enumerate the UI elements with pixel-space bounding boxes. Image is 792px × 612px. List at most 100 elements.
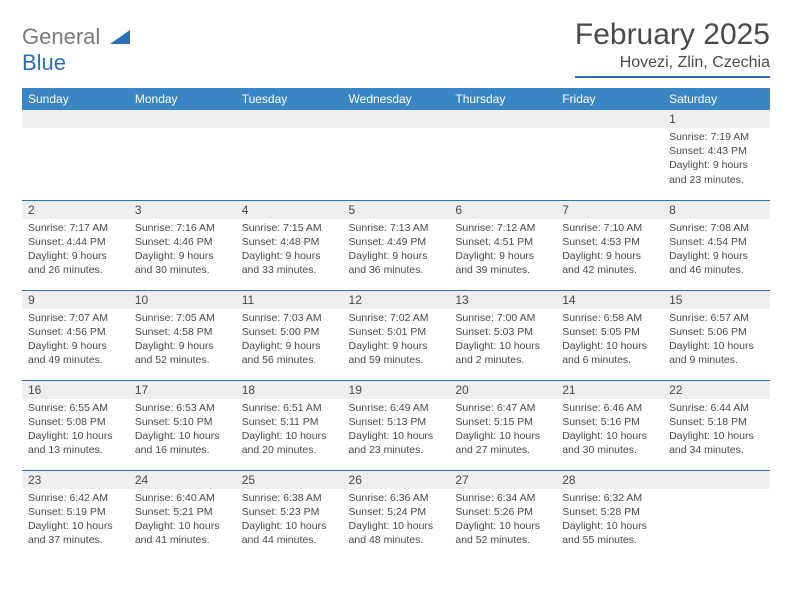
day-content: Sunrise: 7:00 AMSunset: 5:03 PMDaylight:… — [449, 309, 556, 372]
day-number: 9 — [22, 291, 129, 309]
calendar-day-cell: 18Sunrise: 6:51 AMSunset: 5:11 PMDayligh… — [236, 380, 343, 470]
sunrise-value: 7:17 AM — [69, 222, 108, 234]
daylight-label: Daylight: — [28, 520, 72, 532]
calendar-day-cell: 15Sunrise: 6:57 AMSunset: 5:06 PMDayligh… — [663, 290, 770, 380]
sunrise-value: 7:08 AM — [711, 222, 750, 234]
sunset-label: Sunset: — [455, 326, 494, 338]
daylight-label: Daylight: — [349, 250, 393, 262]
calendar-day-cell: 12Sunrise: 7:02 AMSunset: 5:01 PMDayligh… — [343, 290, 450, 380]
sunrise-value: 6:46 AM — [604, 402, 643, 414]
daylight-label: Daylight: — [28, 430, 72, 442]
sunset-label: Sunset: — [562, 326, 601, 338]
sunset-value: 5:00 PM — [280, 326, 319, 338]
weekday-header: Tuesday — [236, 88, 343, 110]
sunrise-value: 6:34 AM — [497, 492, 536, 504]
day-content: Sunrise: 7:12 AMSunset: 4:51 PMDaylight:… — [449, 219, 556, 282]
sunrise-label: Sunrise: — [28, 492, 69, 504]
sunset-value: 4:53 PM — [601, 236, 640, 248]
sunset-label: Sunset: — [669, 416, 708, 428]
sunrise-value: 7:19 AM — [711, 131, 750, 143]
day-number: 2 — [22, 201, 129, 219]
sunrise-label: Sunrise: — [349, 492, 390, 504]
calendar-day-cell: 26Sunrise: 6:36 AMSunset: 5:24 PMDayligh… — [343, 470, 450, 560]
sunset-value: 4:44 PM — [67, 236, 106, 248]
sunset-value: 5:01 PM — [387, 326, 426, 338]
day-number: 8 — [663, 201, 770, 219]
day-content: Sunrise: 6:38 AMSunset: 5:23 PMDaylight:… — [236, 489, 343, 552]
sunset-value: 5:03 PM — [494, 326, 533, 338]
sunrise-value: 6:40 AM — [176, 492, 215, 504]
day-content: Sunrise: 6:51 AMSunset: 5:11 PMDaylight:… — [236, 399, 343, 462]
sunrise-label: Sunrise: — [349, 312, 390, 324]
sunset-label: Sunset: — [669, 236, 708, 248]
daylight-label: Daylight: — [669, 250, 713, 262]
sunrise-label: Sunrise: — [669, 222, 710, 234]
calendar-day-cell: 2Sunrise: 7:17 AMSunset: 4:44 PMDaylight… — [22, 200, 129, 290]
weekday-header: Wednesday — [343, 88, 450, 110]
sunrise-label: Sunrise: — [455, 312, 496, 324]
calendar-day-cell: 9Sunrise: 7:07 AMSunset: 4:56 PMDaylight… — [22, 290, 129, 380]
weekday-header: Monday — [129, 88, 236, 110]
day-content: Sunrise: 6:32 AMSunset: 5:28 PMDaylight:… — [556, 489, 663, 552]
sunset-value: 5:18 PM — [708, 416, 747, 428]
calendar-week-row: 23Sunrise: 6:42 AMSunset: 5:19 PMDayligh… — [22, 470, 770, 560]
sunrise-label: Sunrise: — [135, 312, 176, 324]
sunrise-label: Sunrise: — [669, 312, 710, 324]
sunset-value: 4:49 PM — [387, 236, 426, 248]
daylight-label: Daylight: — [242, 340, 286, 352]
sunrise-value: 7:02 AM — [390, 312, 429, 324]
calendar-week-row: 16Sunrise: 6:55 AMSunset: 5:08 PMDayligh… — [22, 380, 770, 470]
sunset-label: Sunset: — [349, 236, 388, 248]
day-number: 14 — [556, 291, 663, 309]
sunset-label: Sunset: — [135, 416, 174, 428]
day-number: 1 — [663, 110, 770, 128]
calendar-day-cell: 6Sunrise: 7:12 AMSunset: 4:51 PMDaylight… — [449, 200, 556, 290]
sunrise-label: Sunrise: — [28, 222, 69, 234]
calendar-day-cell: 24Sunrise: 6:40 AMSunset: 5:21 PMDayligh… — [129, 470, 236, 560]
sunset-label: Sunset: — [135, 506, 174, 518]
daylight-label: Daylight: — [242, 430, 286, 442]
calendar-day-cell: 22Sunrise: 6:44 AMSunset: 5:18 PMDayligh… — [663, 380, 770, 470]
sunset-value: 5:24 PM — [387, 506, 426, 518]
day-number: 24 — [129, 471, 236, 489]
calendar-day-cell: 13Sunrise: 7:00 AMSunset: 5:03 PMDayligh… — [449, 290, 556, 380]
calendar-day-cell: 21Sunrise: 6:46 AMSunset: 5:16 PMDayligh… — [556, 380, 663, 470]
sunset-label: Sunset: — [242, 236, 281, 248]
sunset-value: 5:21 PM — [173, 506, 212, 518]
sunset-value: 5:05 PM — [601, 326, 640, 338]
day-number — [22, 110, 129, 128]
day-number: 17 — [129, 381, 236, 399]
sunrise-label: Sunrise: — [562, 402, 603, 414]
calendar-day-cell — [556, 110, 663, 200]
calendar-day-cell — [449, 110, 556, 200]
sunset-value: 4:43 PM — [708, 145, 747, 157]
day-content: Sunrise: 6:47 AMSunset: 5:15 PMDaylight:… — [449, 399, 556, 462]
sunset-label: Sunset: — [28, 506, 67, 518]
calendar-day-cell: 23Sunrise: 6:42 AMSunset: 5:19 PMDayligh… — [22, 470, 129, 560]
logo: General Blue — [22, 18, 130, 76]
daylight-label: Daylight: — [455, 430, 499, 442]
daylight-label: Daylight: — [28, 340, 72, 352]
daylight-label: Daylight: — [562, 250, 606, 262]
sunrise-value: 6:42 AM — [69, 492, 108, 504]
sunset-value: 5:10 PM — [173, 416, 212, 428]
day-content: Sunrise: 6:42 AMSunset: 5:19 PMDaylight:… — [22, 489, 129, 552]
sunrise-label: Sunrise: — [562, 222, 603, 234]
sunset-label: Sunset: — [455, 416, 494, 428]
day-content: Sunrise: 7:16 AMSunset: 4:46 PMDaylight:… — [129, 219, 236, 282]
sunset-value: 5:26 PM — [494, 506, 533, 518]
calendar-day-cell: 8Sunrise: 7:08 AMSunset: 4:54 PMDaylight… — [663, 200, 770, 290]
day-number: 16 — [22, 381, 129, 399]
calendar-day-cell — [663, 470, 770, 560]
day-number — [129, 110, 236, 128]
sunrise-value: 7:10 AM — [604, 222, 643, 234]
day-content: Sunrise: 7:17 AMSunset: 4:44 PMDaylight:… — [22, 219, 129, 282]
day-content: Sunrise: 6:36 AMSunset: 5:24 PMDaylight:… — [343, 489, 450, 552]
sunset-label: Sunset: — [28, 236, 67, 248]
day-number: 15 — [663, 291, 770, 309]
day-content: Sunrise: 6:49 AMSunset: 5:13 PMDaylight:… — [343, 399, 450, 462]
sunset-value: 5:23 PM — [280, 506, 319, 518]
day-content: Sunrise: 7:02 AMSunset: 5:01 PMDaylight:… — [343, 309, 450, 372]
sunrise-label: Sunrise: — [135, 402, 176, 414]
sunset-label: Sunset: — [135, 326, 174, 338]
